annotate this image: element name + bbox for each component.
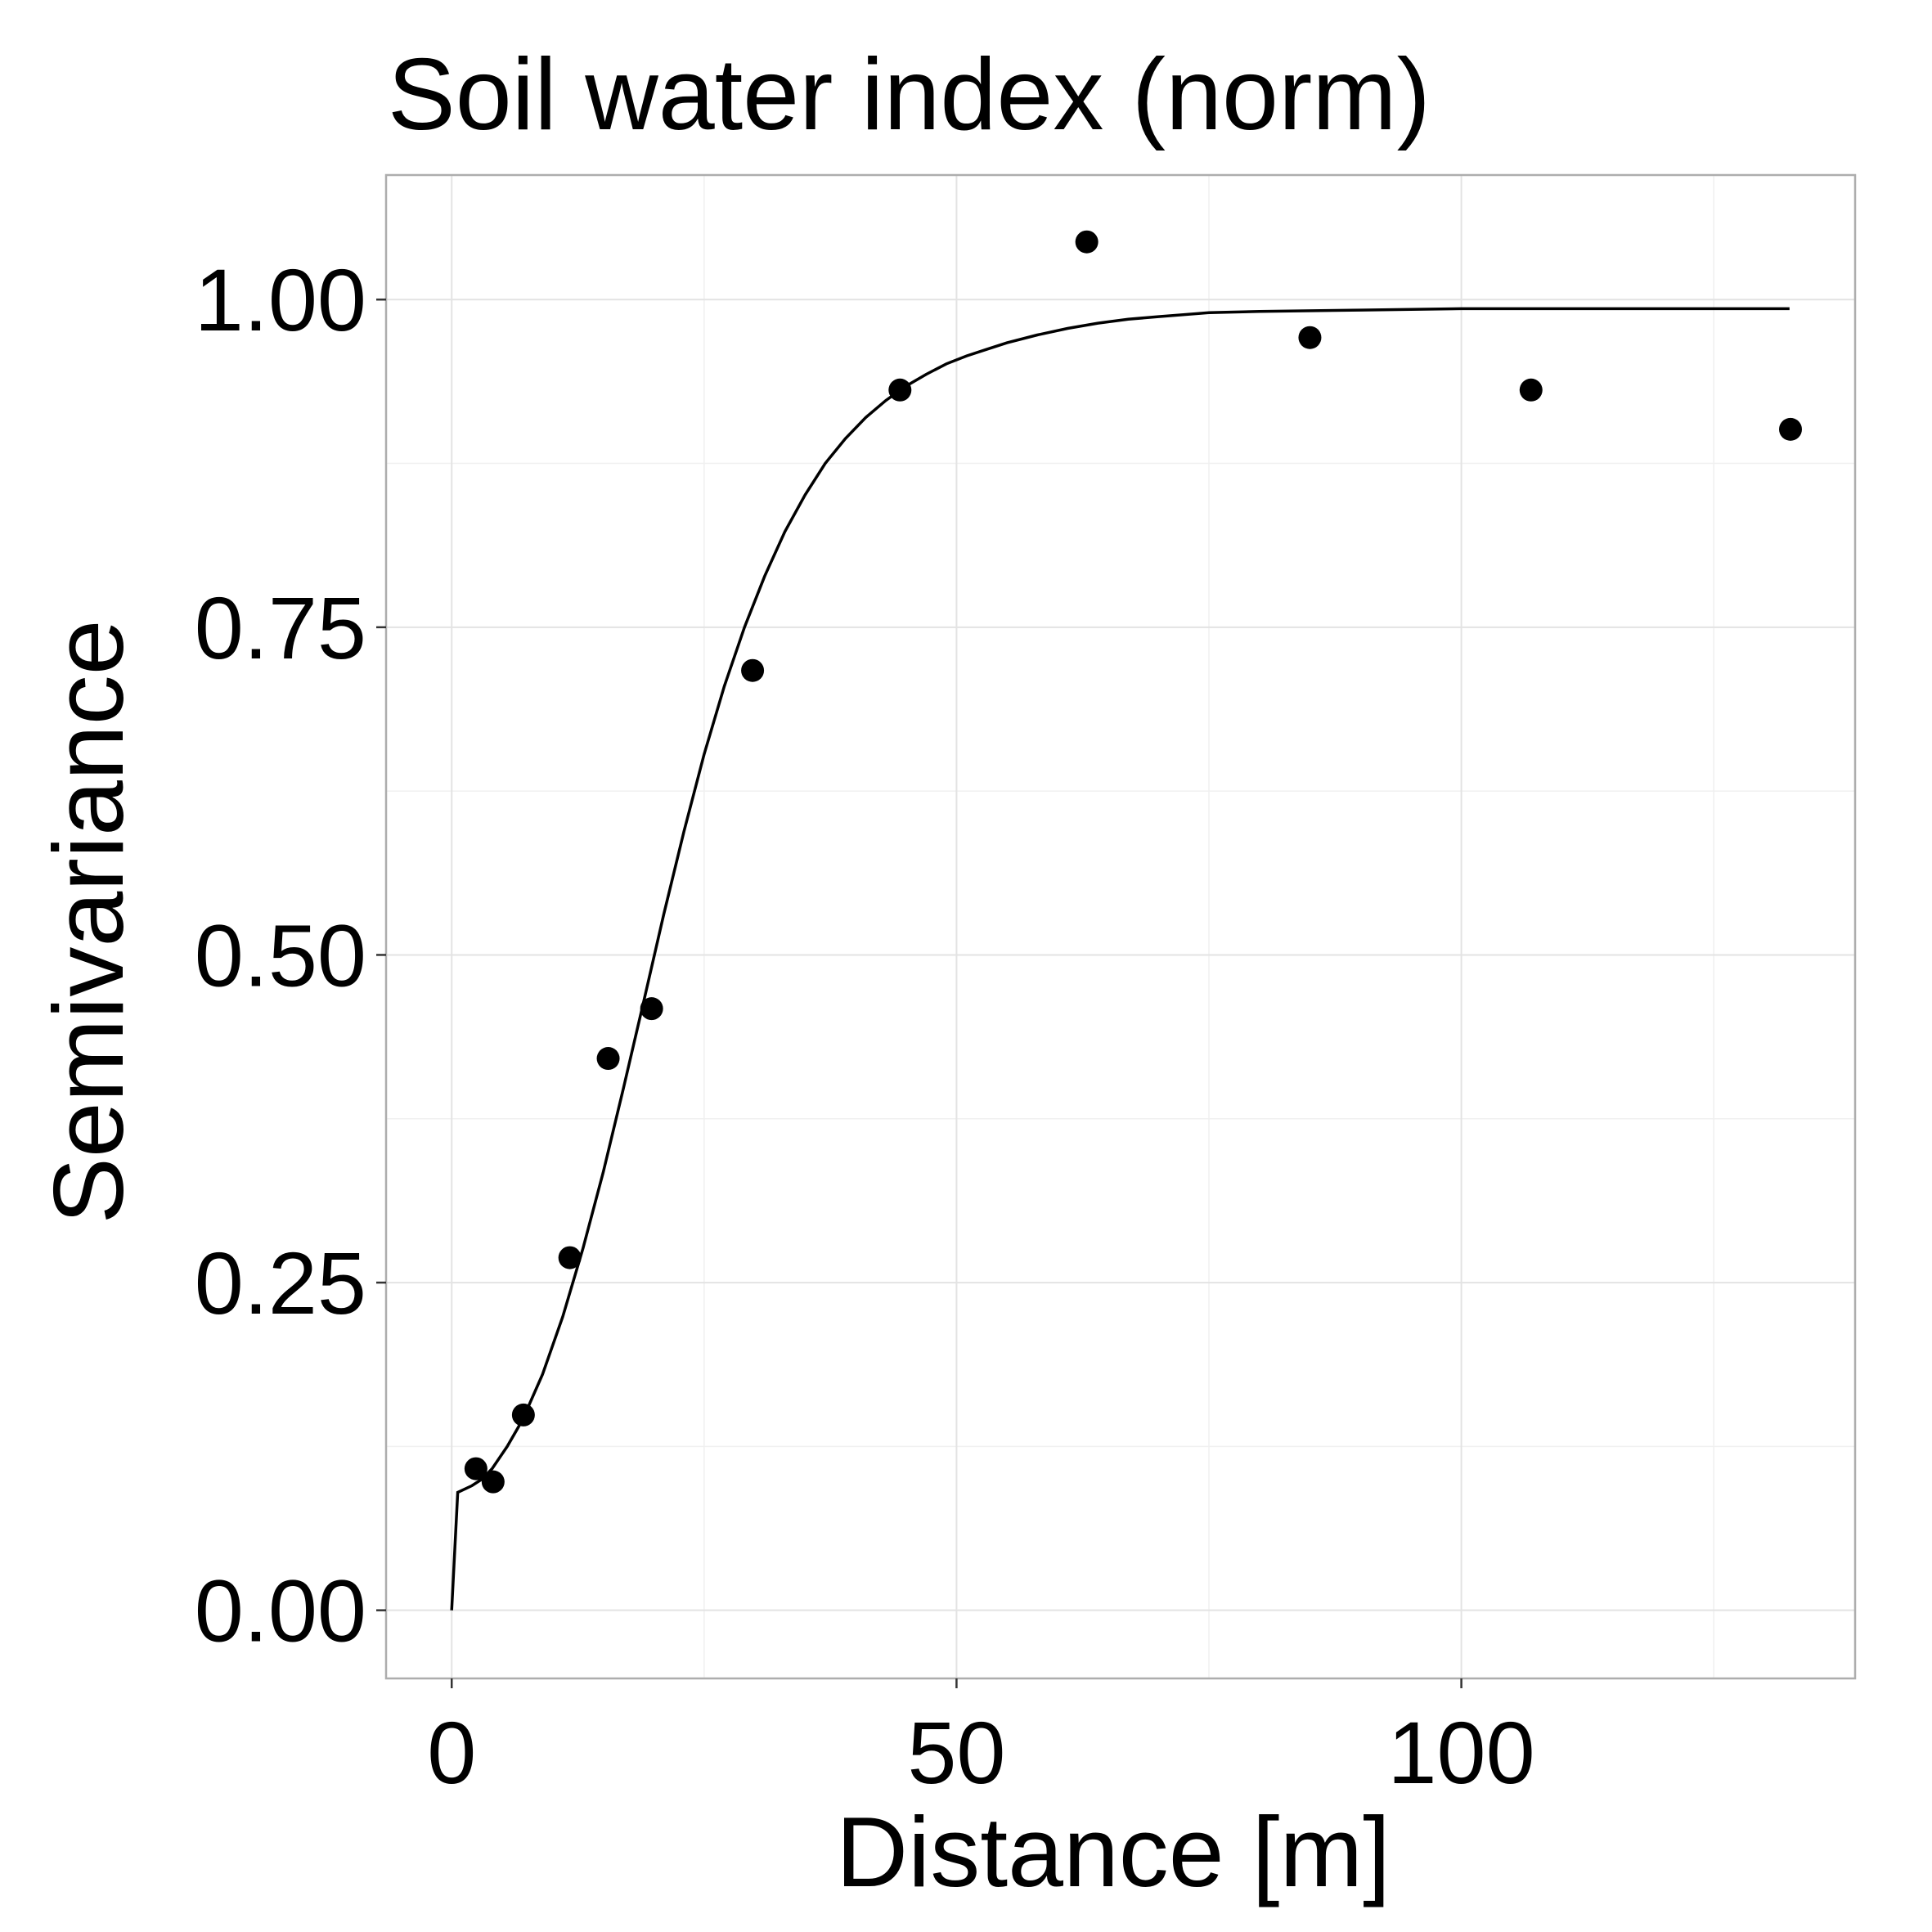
data-point-2: [511, 1403, 535, 1427]
y-tick-label-1: 0.25: [195, 1233, 366, 1332]
data-point-8: [1075, 230, 1099, 254]
tick-labels: 0 50 100 0.00 0.25 0.50 0.75 1.00: [195, 250, 1535, 1802]
x-tick-label-0: 0: [427, 1703, 476, 1802]
data-point-10: [1519, 378, 1543, 402]
chart-title: Soil water index (norm): [388, 38, 1431, 151]
data-point-3: [558, 1246, 582, 1269]
data-point-6: [741, 658, 765, 682]
data-point-1: [481, 1470, 505, 1494]
axis-ticks: [376, 298, 1462, 1688]
y-axis-title: Semivariance: [33, 619, 144, 1224]
y-tick-label-3: 0.75: [195, 578, 366, 677]
y-tick-label-4: 1.00: [195, 250, 366, 349]
model-series: [450, 307, 1790, 1611]
y-tick-label-2: 0.50: [195, 905, 366, 1004]
data-point-4: [596, 1047, 620, 1071]
y-tick-label-0: 0.00: [195, 1561, 366, 1660]
data-point-5: [640, 997, 663, 1021]
x-tick-label-2: 100: [1387, 1703, 1534, 1802]
panel-border: [384, 173, 1857, 1680]
x-tick-label-1: 50: [907, 1703, 1005, 1802]
data-point-7: [888, 378, 912, 402]
x-axis-title: Distance [m]: [836, 1796, 1391, 1907]
data-point-11: [1779, 417, 1803, 441]
fitted-model-line: [450, 307, 1790, 1611]
data-point-9: [1298, 326, 1322, 349]
points-series: [464, 230, 1803, 1494]
data-point-0: [464, 1457, 487, 1480]
grid: [386, 175, 1855, 1678]
